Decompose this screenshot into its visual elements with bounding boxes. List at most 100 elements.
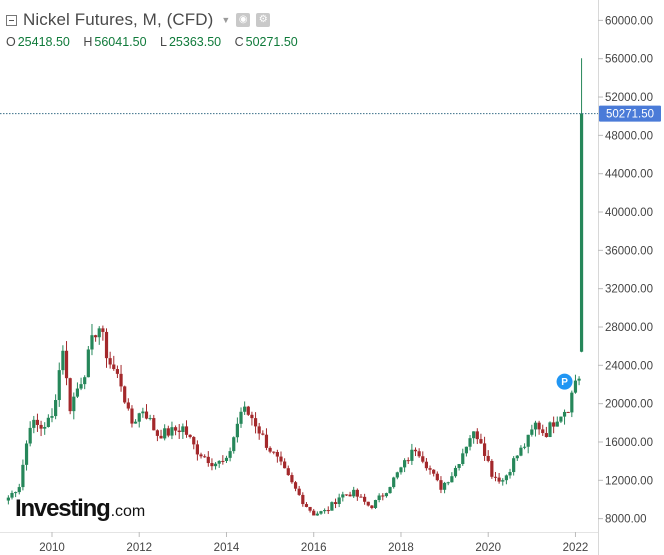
- candle-body: [224, 457, 229, 461]
- candle-body: [392, 477, 396, 488]
- candle-body: [213, 463, 218, 467]
- gear-icon[interactable]: ⚙: [256, 13, 271, 27]
- candle-body: [279, 456, 283, 462]
- candle-body: [428, 468, 432, 470]
- candle-body: [57, 370, 61, 401]
- open-value: 25418.50: [17, 35, 70, 49]
- candle-body: [195, 444, 199, 455]
- candle-body: [250, 414, 254, 419]
- candle-body: [333, 502, 338, 505]
- chart-header: Nickel Futures, M, (CFD) ▼ ◉ ⚙: [6, 8, 271, 32]
- candle-body: [413, 449, 418, 452]
- candle-body: [184, 426, 189, 435]
- candle-body: [148, 418, 152, 420]
- candle-body: [468, 438, 472, 447]
- y-tick-label: 16000.00: [605, 437, 653, 449]
- candle-body: [228, 451, 232, 458]
- candle-body: [432, 469, 436, 474]
- candle-body: [486, 455, 490, 461]
- candle-body: [243, 406, 247, 412]
- collapse-icon[interactable]: [6, 14, 17, 26]
- investing-logo: Investing .com: [15, 495, 145, 523]
- candle-body: [119, 373, 123, 387]
- candle-body: [493, 476, 498, 478]
- candle-body: [337, 497, 341, 505]
- candle-body: [115, 369, 120, 374]
- candle-body: [210, 463, 214, 467]
- candle-body: [133, 421, 138, 424]
- candle-body: [446, 482, 450, 484]
- candles: [6, 58, 584, 516]
- candle-body: [515, 455, 519, 459]
- current-price-tag: 50271.50: [599, 105, 661, 122]
- candle-body: [312, 510, 316, 516]
- candle-body: [508, 472, 512, 476]
- candle-body: [479, 439, 483, 444]
- candle-body: [526, 434, 530, 447]
- marker-label[interactable]: P: [561, 377, 568, 388]
- candle-body: [359, 496, 363, 498]
- candle-body: [257, 426, 261, 434]
- candle-body: [461, 453, 465, 464]
- x-tick-label: 2010: [39, 542, 65, 554]
- candle-body: [90, 335, 94, 350]
- y-tick-label: 32000.00: [605, 284, 653, 296]
- candle-body: [94, 335, 98, 338]
- candle-body: [159, 435, 163, 439]
- candle-body: [14, 492, 18, 494]
- candle-body: [293, 482, 298, 489]
- candle-body: [439, 480, 443, 490]
- candle-body: [177, 430, 181, 433]
- candle-body: [86, 349, 90, 378]
- candle-body: [272, 451, 276, 453]
- candle-body: [450, 476, 454, 483]
- candle-body: [566, 411, 570, 413]
- candle-body: [490, 460, 494, 477]
- ohlc-legend: O 25418.50 H 56041.50 L 25363.50 C 50271.50: [6, 35, 300, 49]
- candle-body: [403, 460, 407, 468]
- y-tick-label: 40000.00: [605, 207, 653, 219]
- y-tick-label: 60000.00: [605, 15, 653, 27]
- candle-body: [64, 350, 69, 379]
- close-value: 50271.50: [245, 35, 298, 49]
- candle-body: [326, 510, 330, 512]
- candle-body: [181, 426, 185, 433]
- candle-body: [453, 467, 458, 477]
- candle-body: [522, 446, 527, 448]
- candle-body: [472, 431, 476, 439]
- candle-body: [435, 473, 439, 481]
- low-label: L: [160, 35, 167, 49]
- y-tick-label: 52000.00: [605, 92, 653, 104]
- eye-icon[interactable]: ◉: [236, 13, 251, 27]
- candle-body: [301, 494, 305, 505]
- candle-body: [290, 475, 294, 483]
- candle-body: [35, 419, 40, 425]
- price-tag-label: 50271.50: [606, 109, 654, 121]
- candle-body: [21, 464, 25, 488]
- candle-body: [264, 434, 269, 448]
- y-tick-label: 24000.00: [605, 360, 653, 372]
- marker-circle[interactable]: [556, 373, 573, 390]
- candle-body: [501, 480, 505, 482]
- candle-body: [46, 417, 50, 427]
- candle-body: [363, 496, 367, 502]
- candle-body: [75, 388, 80, 397]
- x-tick-label: 2016: [301, 542, 327, 554]
- candle-body: [424, 461, 429, 469]
- candle-body: [544, 433, 548, 438]
- dropdown-caret-icon[interactable]: ▼: [221, 15, 231, 25]
- candle-body: [319, 511, 323, 514]
- event-marker[interactable]: P: [556, 373, 573, 390]
- candle-body: [519, 447, 523, 456]
- candle-body: [548, 422, 552, 438]
- y-tick-label: 44000.00: [605, 169, 653, 181]
- candle-body: [504, 475, 508, 481]
- candle-body: [83, 377, 87, 385]
- y-tick-label: 12000.00: [605, 475, 653, 487]
- candle-body: [144, 411, 149, 419]
- candle-body: [297, 488, 301, 495]
- candle-body: [530, 429, 534, 435]
- candle-body: [283, 461, 287, 469]
- candle-body: [559, 416, 563, 422]
- candle-body: [373, 499, 378, 508]
